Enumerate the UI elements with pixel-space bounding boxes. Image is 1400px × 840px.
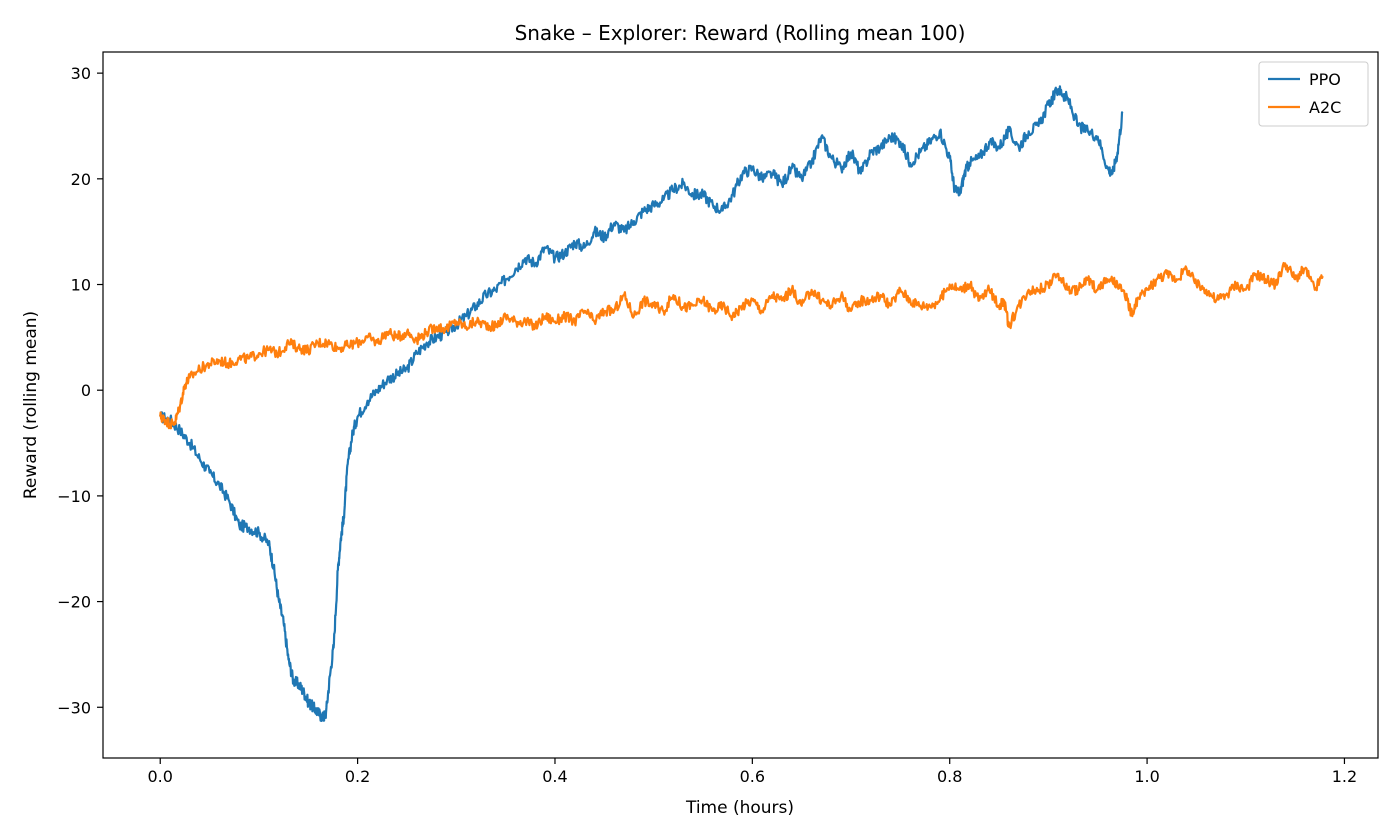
legend: PPO A2C: [1258, 61, 1369, 127]
x-tick-label: 0.0: [148, 767, 173, 786]
y-tick-label: 20: [71, 170, 91, 189]
y-axis: −30 −20 −10 0 10 20 30: [57, 64, 103, 717]
x-tick-label: 0.6: [740, 767, 765, 786]
y-tick-label: 0: [81, 381, 91, 400]
y-tick-label: −10: [57, 487, 91, 506]
chart-title: Snake – Explorer: Reward (Rolling mean 1…: [515, 21, 966, 45]
series-line-ppo: [159, 85, 1124, 723]
y-tick-label: −30: [57, 698, 91, 717]
y-axis-label: Reward (rolling mean): [21, 311, 41, 499]
legend-label-ppo: PPO: [1309, 70, 1341, 89]
axes-background: [103, 52, 1378, 758]
series-line-a2c: [159, 261, 1324, 430]
y-tick-label: −20: [57, 593, 91, 612]
plot-area: [102, 51, 1379, 759]
series-layer: [159, 85, 1324, 723]
x-tick-label: 0.4: [542, 767, 567, 786]
x-axis: 0.0 0.2 0.4 0.6 0.8 1.0 1.2: [148, 758, 1357, 786]
x-tick-label: 1.2: [1332, 767, 1357, 786]
x-axis-label: Time (hours): [685, 798, 794, 818]
y-tick-label: 30: [71, 64, 91, 83]
x-tick-label: 0.8: [937, 767, 962, 786]
x-tick-label: 0.2: [345, 767, 370, 786]
legend-label-a2c: A2C: [1309, 98, 1341, 117]
x-tick-label: 1.0: [1134, 767, 1159, 786]
y-tick-label: 10: [71, 276, 91, 295]
axes-frame: [102, 51, 1379, 759]
